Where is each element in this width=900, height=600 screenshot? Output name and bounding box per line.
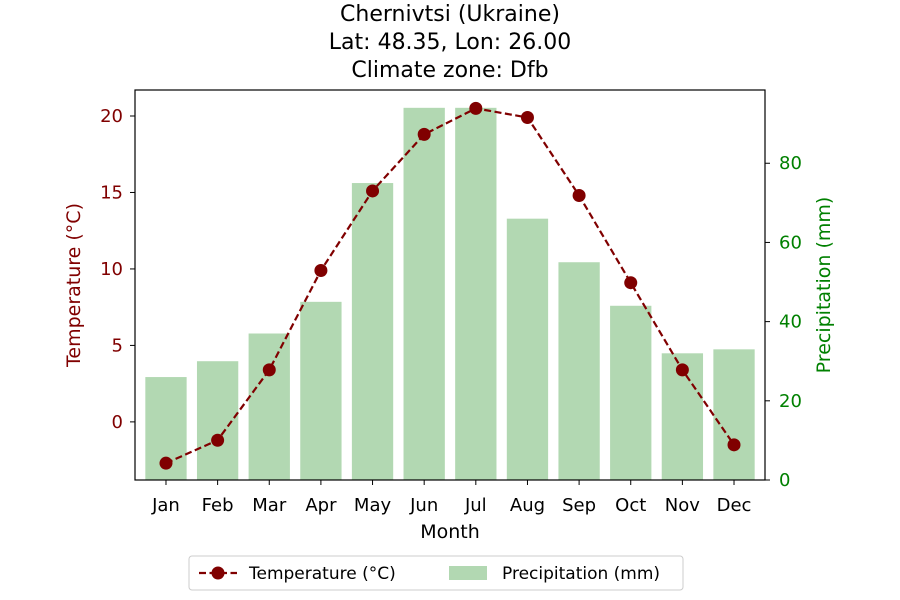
x-tick-label-dec: Dec bbox=[717, 495, 752, 516]
temperature-point-nov bbox=[675, 363, 689, 377]
x-tick-label-may: May bbox=[354, 495, 392, 516]
x-axis-label: Month bbox=[420, 521, 480, 543]
y-right-tick-label: 80 bbox=[779, 153, 802, 174]
y-axis-right: 0 20 40 60 80 bbox=[765, 153, 802, 491]
x-tick-label-nov: Nov bbox=[665, 495, 700, 516]
y-left-tick-label: 5 bbox=[112, 335, 123, 356]
y-axis-left: 0 5 10 15 20 bbox=[100, 106, 135, 433]
x-tick-label-mar: Mar bbox=[252, 495, 287, 516]
temperature-point-may bbox=[366, 184, 380, 198]
title-line-1: Chernivtsi (Ukraine) bbox=[340, 2, 560, 27]
y-right-tick-label: 60 bbox=[779, 232, 802, 253]
precipitation-bar-jul bbox=[455, 107, 497, 480]
x-tick-label-sep: Sep bbox=[562, 495, 596, 516]
y-axis-right-label: Precipitation (mm) bbox=[813, 197, 835, 374]
legend: Temperature (°C) Precipitation (mm) bbox=[188, 555, 684, 591]
x-tick-label-feb: Feb bbox=[202, 495, 234, 516]
title-line-2: Lat: 48.35, Lon: 26.00 bbox=[329, 30, 571, 55]
temperature-line bbox=[165, 107, 735, 465]
x-tick-label-aug: Aug bbox=[510, 495, 545, 516]
precipitation-bar-feb bbox=[196, 361, 239, 480]
legend-precipitation-label: Precipitation (mm) bbox=[502, 564, 660, 584]
y-right-tick-label: 0 bbox=[779, 470, 790, 491]
temperature-point-oct bbox=[624, 276, 638, 290]
y-left-tick-label: 20 bbox=[100, 106, 123, 127]
legend-precipitation-swatch bbox=[449, 566, 487, 580]
y-left-tick-label: 15 bbox=[100, 182, 123, 203]
temperature-point-dec bbox=[727, 438, 741, 452]
title-line-3: Climate zone: Dfb bbox=[351, 58, 548, 83]
precipitation-bar-mar bbox=[248, 333, 290, 480]
legend-temperature-marker bbox=[211, 566, 225, 580]
x-tick-label-jun: Jun bbox=[409, 495, 438, 516]
precipitation-bar-jun bbox=[403, 107, 445, 480]
chart-title: Chernivtsi (Ukraine) Lat: 48.35, Lon: 26… bbox=[329, 2, 571, 83]
temperature-point-mar bbox=[262, 363, 276, 377]
precipitation-bars bbox=[145, 107, 755, 480]
temperature-point-jun bbox=[417, 127, 431, 141]
temperature-point-aug bbox=[520, 111, 534, 125]
x-tick-label-jan: Jan bbox=[151, 495, 180, 516]
y-left-tick-label: 0 bbox=[112, 412, 123, 433]
precipitation-bar-aug bbox=[506, 218, 549, 480]
precipitation-bar-may bbox=[351, 183, 394, 480]
x-tick-label-oct: Oct bbox=[615, 495, 646, 516]
y-left-tick-label: 10 bbox=[100, 259, 123, 280]
x-axis: Jan Feb Mar Apr May Jun Jul Aug Sep Oct Nov Dec bbox=[151, 480, 751, 516]
precipitation-bar-sep bbox=[558, 262, 600, 480]
precipitation-bar-oct bbox=[610, 305, 652, 480]
temperature-point-sep bbox=[572, 189, 586, 203]
legend-box bbox=[188, 555, 684, 591]
plot-frame bbox=[134, 89, 766, 481]
temperature-point-apr bbox=[314, 263, 328, 277]
temperature-series bbox=[159, 101, 741, 470]
y-right-tick-label: 40 bbox=[779, 312, 802, 333]
precipitation-bar-apr bbox=[300, 301, 342, 480]
legend-temperature-label: Temperature (°C) bbox=[248, 564, 396, 584]
y-right-tick-label: 20 bbox=[779, 391, 802, 412]
y-axis-left-label: Temperature (°C) bbox=[63, 203, 85, 368]
x-tick-label-apr: Apr bbox=[305, 495, 337, 516]
temperature-point-feb bbox=[211, 433, 225, 447]
temperature-point-jul bbox=[469, 101, 483, 115]
precipitation-bar-dec bbox=[713, 349, 755, 480]
temperature-point-jan bbox=[159, 456, 173, 470]
x-tick-label-jul: Jul bbox=[464, 495, 487, 516]
